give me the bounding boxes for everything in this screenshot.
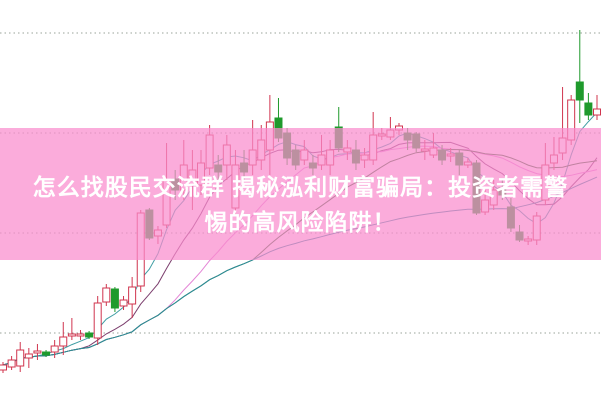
candle-body [33, 350, 42, 354]
candle-up [93, 296, 102, 345]
headline-line-1: 怎么找股民交流群 揭秘泓利财富骗局：投资者需警 [32, 174, 569, 200]
candle-up [128, 277, 137, 318]
candle-body [110, 288, 119, 309]
headline-banner [0, 128, 601, 260]
headline-line-2: 惕的高风险陷阱！ [204, 209, 397, 235]
candle-up [76, 330, 85, 340]
candle-body [42, 351, 51, 356]
candle-body [593, 108, 601, 116]
candle-body [85, 332, 94, 338]
candle-body [24, 353, 33, 359]
candle-body [59, 336, 68, 347]
candle-body [50, 345, 59, 353]
candle-up [50, 340, 59, 358]
candle-up [7, 356, 16, 370]
candle-down [110, 287, 119, 312]
candle-up [24, 348, 33, 368]
candle-up [119, 296, 128, 310]
candle-body [93, 302, 102, 339]
candle-body [128, 286, 137, 305]
candle-body [102, 287, 111, 303]
candle-up [102, 284, 111, 306]
candle-body [67, 333, 76, 337]
candle-body [584, 102, 593, 116]
candle-body [76, 333, 85, 337]
candle-up [59, 322, 68, 355]
candle-down [85, 331, 94, 339]
candle-body [575, 81, 584, 101]
candle-down [584, 93, 593, 120]
candle-body [119, 299, 128, 307]
candle-up [0, 362, 7, 373]
candle-body [7, 359, 16, 368]
candle-up [33, 344, 42, 360]
candle-up [67, 318, 76, 340]
candle-down [42, 350, 51, 357]
candle-up [593, 95, 601, 120]
candle-up [16, 342, 25, 372]
candle-down [575, 30, 584, 123]
candle-body [0, 364, 7, 371]
candle-body [16, 349, 25, 367]
